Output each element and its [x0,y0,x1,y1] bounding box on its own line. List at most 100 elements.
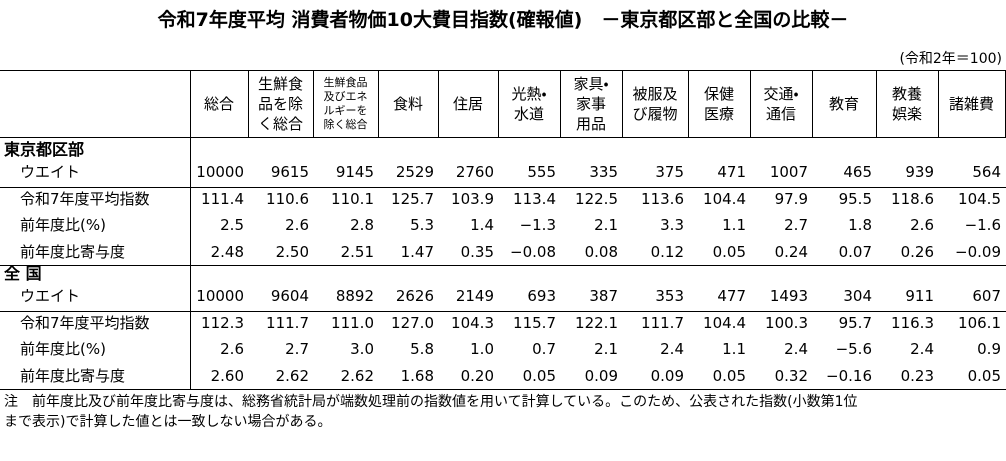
rule [438,70,439,137]
column-header: 教育 [828,94,859,113]
cell: −0.08 [510,242,556,261]
cell: 2.1 [594,216,618,234]
cell: 555 [527,163,556,181]
cell: 110.6 [266,189,309,208]
cell: 1.4 [470,216,494,234]
cell: −1.3 [519,216,556,234]
rule [0,265,1006,266]
cell: 911 [905,287,934,305]
cell: −0.09 [955,242,1001,261]
cell: 0.32 [774,366,808,385]
cell: 2.50 [275,242,309,261]
column-header: 家事 [575,94,606,113]
cell: 111.7 [641,313,684,332]
rule [688,70,689,137]
cell: 111.4 [201,189,244,208]
cell: 375 [655,163,684,181]
note: まで表示)で計算した値とは一致しない場合がある。 [4,414,332,430]
column-header: 通信 [765,104,796,123]
column-header: く総合 [257,114,303,133]
column-header: 食料 [392,94,423,113]
cell: 0.23 [900,366,934,385]
cell: 465 [843,163,872,181]
rule [378,70,379,137]
cell: 939 [905,163,934,181]
cell: 112.3 [201,313,244,332]
rule [876,70,877,137]
cell: 111.7 [266,313,309,332]
rule [313,70,314,137]
cell: 116.3 [891,313,934,332]
column-header: 光熱・ [511,84,547,103]
cell: 113.4 [513,189,556,208]
cell: 2.4 [910,340,934,358]
cell: 106.1 [958,313,1001,332]
rule [622,70,623,137]
cell: 9615 [270,163,309,181]
row-label: 前年度比寄与度 [20,242,126,261]
cell: 387 [589,287,618,305]
cell: 2.1 [594,340,618,358]
cell: 8892 [335,287,374,305]
cell: 9145 [335,163,374,181]
row-label: ウエイト [20,163,81,181]
cell: 335 [589,163,618,181]
column-header: 除く総合 [323,117,368,131]
cell: 115.7 [513,313,556,332]
cell: 10000 [196,287,244,305]
cell: 2149 [455,287,494,305]
rule [750,70,751,137]
cell: 2.62 [275,366,309,385]
column-header: 用品 [575,114,606,133]
column-header: 被服及 [632,84,678,103]
cell: 1.47 [400,242,434,261]
column-header: 交通・ [763,84,799,103]
column-header: 水道 [513,104,544,123]
cell: 118.6 [891,189,934,208]
cell: 2.6 [910,216,934,234]
cell: 0.26 [900,242,934,261]
cell: 3.0 [350,340,374,358]
cell: 0.05 [712,366,746,385]
rule [190,137,191,389]
cell: 104.4 [703,189,746,208]
column-header: 生鮮食品 [323,75,368,89]
cell: 2760 [455,163,494,181]
section-name: 東京都区部 [4,140,85,159]
cell: 2.4 [660,340,684,358]
cell: 1.1 [722,340,746,358]
row-label: 前年度比(%) [20,216,106,234]
cell: 2.6 [220,340,244,358]
cell: 9604 [270,287,309,305]
cell: 1.1 [722,216,746,234]
column-header: 住居 [452,94,483,113]
cell: 1493 [769,287,808,305]
cell: 5.8 [410,340,434,358]
cell: 2.8 [350,216,374,234]
cell: 122.1 [575,313,618,332]
note: 注 前年度比及び前年度比寄与度は、総務省統計局が端数処理前の指数値を用いて計算し… [4,394,858,410]
column-header: 娯楽 [891,104,922,123]
row-label: 令和7年度平均指数 [20,313,150,332]
unit-note: (令和2年＝100) [899,51,1002,67]
cell: 0.07 [838,242,872,261]
cell: 2.7 [285,340,309,358]
column-header: 教養 [891,84,922,103]
cell: 113.6 [641,189,684,208]
column-header: び履物 [632,104,678,123]
rule [938,70,939,137]
rule [0,70,1006,71]
cell: 10000 [196,163,244,181]
cell: 607 [972,287,1001,305]
column-header: 保健 [703,84,734,103]
cell: 2529 [395,163,434,181]
cell: 100.3 [765,313,808,332]
cell: 0.35 [460,242,494,261]
cell: 104.4 [703,313,746,332]
rule [0,389,1006,390]
cell: −5.6 [835,340,872,358]
column-header: 及びエネ [323,89,368,103]
cell: 0.09 [584,366,618,385]
cell: 103.9 [451,189,494,208]
rule [498,70,499,137]
